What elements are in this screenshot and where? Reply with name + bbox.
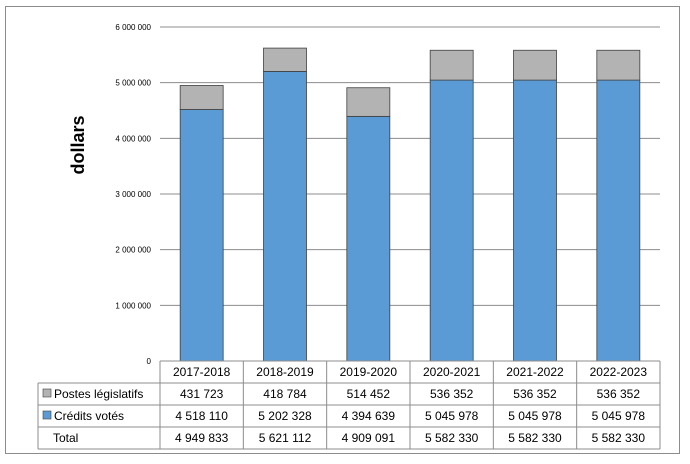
data-label: 431 723 [180,387,224,401]
data-label: 5 202 328 [258,409,312,423]
data-label: 5 045 978 [508,409,562,423]
data-label: 5 045 978 [592,409,646,423]
bar-segment [513,79,557,362]
data-label: 418 784 [263,387,307,401]
chart-frame [5,6,680,454]
y-tick-label: 2 000 000 [115,246,151,255]
bar-segment [513,49,557,81]
bar-segment [596,79,641,362]
y-axis-label: dollars [68,115,88,174]
x-tick-label: 2017-2018 [173,365,231,379]
y-tick-label: 3 000 000 [115,190,151,199]
bar-segment [346,87,391,117]
table-row-label: Total [53,431,78,445]
bar-segment [596,49,641,81]
data-label: 5 045 978 [425,409,479,423]
y-tick-label: 6 000 000 [115,23,151,32]
x-tick-label: 2020-2021 [423,365,481,379]
data-label: 514 452 [347,387,391,401]
y-tick-label: 4 000 000 [115,134,151,143]
bar-segment [263,71,307,362]
data-label: 5 582 330 [508,431,562,445]
data-label: 536 352 [513,387,557,401]
data-label: 5 582 330 [592,431,646,445]
bar-segment [263,47,307,72]
data-label: 5 582 330 [425,431,479,445]
y-tick-label: 1 000 000 [115,301,151,310]
data-label: 4 394 639 [342,409,396,423]
x-tick-label: 2021-2022 [506,365,564,379]
x-tick-label: 2018-2019 [256,365,314,379]
data-label: 536 352 [597,387,641,401]
data-label: 5 621 112 [259,431,312,445]
data-label: 4 909 091 [342,431,396,445]
bar-segment [346,115,391,362]
legend-entry: Postes législatifs [54,387,143,401]
bars [179,47,641,362]
data-table: 2017-2018 2018-2019 2019-2020 2020-2021 2021… [37,361,661,450]
data-label: 4 949 833 [175,431,229,445]
bar-segment [179,85,224,110]
bar-segment [429,49,474,81]
data-label: 4 518 110 [175,409,228,423]
x-tick-label: 2019-2020 [340,365,398,379]
y-tick-label: 5 000 000 [115,79,151,88]
x-tick-label: 2022-2023 [590,365,648,379]
legend-swatch [42,388,52,398]
legend-entry: Crédits votés [54,409,124,423]
legend-swatch [42,410,52,420]
gridlines [160,26,660,306]
y-tick-label: 0 [147,357,152,366]
data-label: 536 352 [430,387,474,401]
bar-segment [429,79,474,362]
bar-segment [179,109,224,362]
